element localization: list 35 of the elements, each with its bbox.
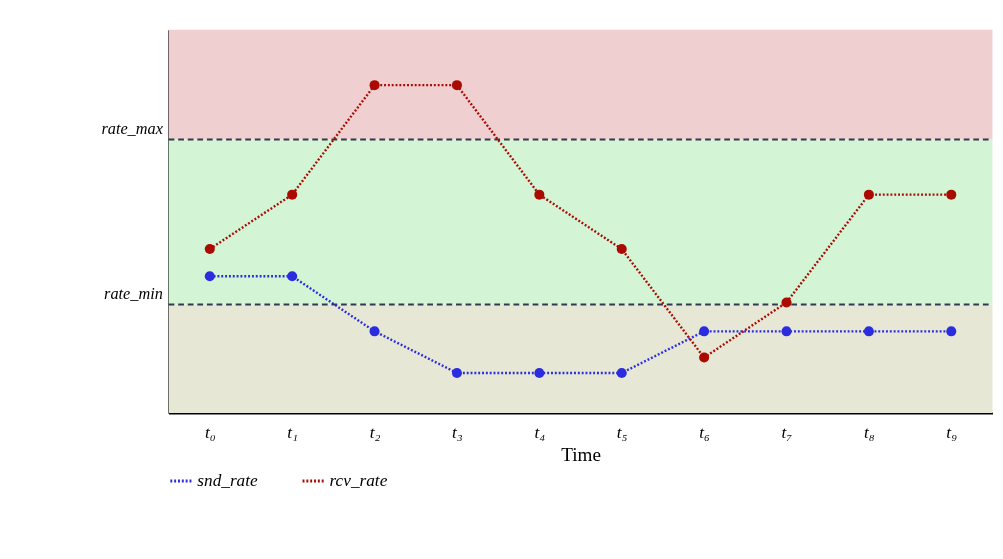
legend-label: snd_rate [197, 470, 259, 490]
point [863, 189, 874, 200]
point [946, 326, 957, 337]
x-tick-label: t₉ [946, 423, 958, 443]
x-tick-label: t₃ [452, 423, 463, 443]
x-tick-label: t₄ [534, 423, 546, 443]
x-tick-label: t₂ [369, 423, 381, 443]
legend-label: rcv_rate [329, 470, 388, 490]
point [616, 367, 627, 378]
x-tick-label: t₅ [616, 423, 628, 443]
point [369, 80, 380, 91]
x-tick-label: t₇ [781, 423, 793, 443]
point [699, 326, 710, 337]
ref-line-label: rate_max [101, 118, 164, 138]
x-tick-label: t₁ [287, 423, 299, 443]
point [369, 326, 380, 337]
point [616, 244, 627, 255]
point [534, 367, 545, 378]
point [699, 352, 710, 363]
point [534, 189, 545, 200]
point [204, 244, 215, 255]
point [781, 326, 792, 337]
x-tick-label: t₆ [699, 423, 710, 443]
point [451, 80, 462, 91]
x-tick-label: t₈ [863, 423, 875, 443]
point [781, 297, 792, 308]
point [287, 271, 298, 282]
point [204, 271, 215, 282]
point [946, 189, 957, 200]
point [451, 367, 462, 378]
x-axis-title: Time [561, 444, 601, 466]
point [287, 189, 298, 200]
ref-line-label: rate_min [104, 283, 163, 303]
point [863, 326, 874, 337]
x-tick-label: t₀ [204, 423, 216, 443]
